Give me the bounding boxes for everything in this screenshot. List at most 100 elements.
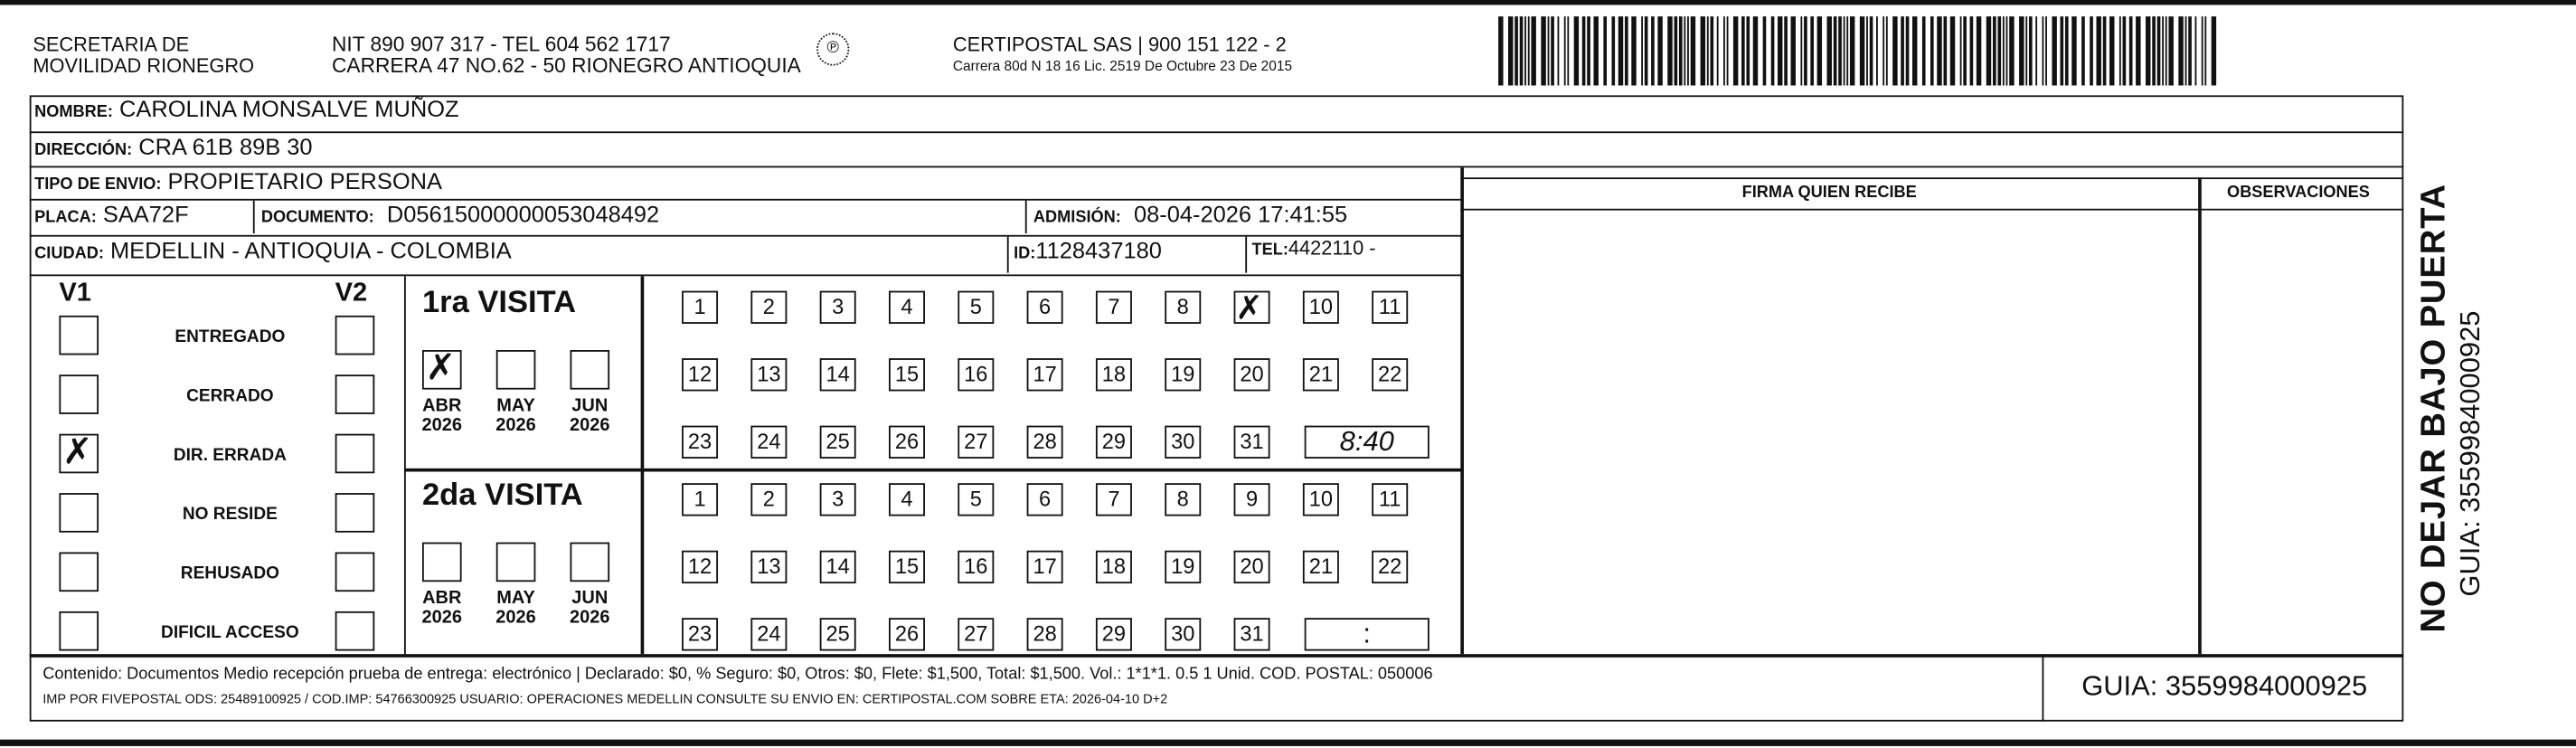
row-nombre: NOMBRE: CAROLINA MONSALVE MUÑOZ — [29, 95, 2404, 134]
day-box[interactable]: 3 — [819, 483, 856, 516]
v1-checkbox[interactable] — [59, 315, 99, 355]
label: TIPO DE ENVIO: — [34, 175, 162, 194]
day-box[interactable]: 2 — [750, 483, 788, 516]
day-box[interactable]: 5 — [958, 483, 995, 516]
day-box[interactable]: 25 — [819, 425, 856, 459]
day-box[interactable]: 26 — [888, 618, 925, 651]
barcode-bar — [1527, 16, 1530, 86]
day-box[interactable]: 20 — [1233, 358, 1270, 392]
barcode-bar — [1930, 16, 1934, 86]
day-box[interactable]: 19 — [1165, 550, 1202, 584]
month-checkbox[interactable] — [495, 350, 536, 390]
barcode-bar — [1911, 16, 1918, 86]
v2-checkbox[interactable] — [335, 611, 375, 651]
month-checkbox[interactable] — [421, 542, 462, 582]
day-box[interactable]: 30 — [1165, 425, 1202, 459]
firma-header: FIRMA QUIEN RECIBE OBSERVACIONES — [1460, 177, 2404, 211]
day-box[interactable]: 28 — [1026, 425, 1063, 459]
day-box[interactable]: 27 — [958, 425, 995, 459]
day-box[interactable]: 24 — [750, 425, 788, 459]
day-box[interactable]: 3 — [819, 290, 856, 324]
day-box[interactable]: 14 — [819, 550, 856, 584]
day-box[interactable]: 23 — [682, 425, 719, 459]
day-box[interactable]: 11 — [1372, 483, 1409, 516]
day-box[interactable]: 31 — [1233, 618, 1270, 651]
v1-checkbox[interactable] — [59, 493, 99, 533]
time-box[interactable]: 8:40 — [1304, 425, 1430, 459]
day-box[interactable]: 7 — [1095, 290, 1132, 324]
day-box[interactable]: 10 — [1302, 483, 1339, 516]
v2-checkbox[interactable] — [335, 315, 375, 355]
v1-checkbox[interactable]: ✗ — [59, 433, 99, 474]
day-box[interactable]: 10 — [1302, 290, 1339, 324]
barcode-bar — [2025, 16, 2028, 86]
day-box[interactable]: 7 — [1095, 483, 1132, 516]
day-box[interactable]: 25 — [819, 618, 856, 651]
day-box[interactable]: ✗ — [1233, 289, 1270, 326]
v2-checkbox[interactable] — [335, 493, 375, 533]
day-box[interactable]: 17 — [1026, 358, 1063, 392]
day-box[interactable]: 19 — [1165, 358, 1202, 392]
day-box[interactable]: 8 — [1165, 483, 1202, 516]
day-box[interactable]: 9 — [1233, 483, 1270, 516]
barcode-bar — [2096, 16, 2101, 86]
day-box[interactable]: 5 — [958, 290, 995, 324]
barcode-bar — [1726, 16, 1729, 86]
day-box[interactable]: 13 — [750, 550, 788, 584]
day-box[interactable]: 1 — [682, 290, 719, 324]
day-box[interactable]: 28 — [1026, 618, 1063, 651]
v2-checkbox[interactable] — [335, 552, 375, 592]
day-box[interactable]: 4 — [888, 483, 925, 516]
barcode-bar — [1498, 16, 1504, 86]
time-box[interactable]: : — [1304, 618, 1430, 651]
barcode — [1498, 16, 2221, 86]
day-box[interactable]: 31 — [1233, 425, 1270, 459]
month-checkbox[interactable] — [570, 542, 610, 582]
day-box[interactable]: 8 — [1165, 290, 1202, 324]
signature-area[interactable] — [1462, 211, 2196, 655]
day-box[interactable]: 14 — [819, 358, 856, 392]
v1-checkbox[interactable] — [59, 552, 99, 592]
day-box[interactable]: 11 — [1372, 290, 1409, 324]
day-box[interactable]: 6 — [1026, 483, 1063, 516]
day-box[interactable]: 18 — [1095, 358, 1132, 392]
barcode-bar — [1997, 16, 2002, 86]
barcode-bar — [1684, 16, 1686, 86]
day-box[interactable]: 21 — [1302, 550, 1339, 584]
day-box[interactable]: 1 — [682, 483, 719, 516]
v2-checkbox[interactable] — [335, 433, 375, 474]
day-box[interactable]: 6 — [1026, 290, 1063, 324]
day-box[interactable]: 4 — [888, 290, 925, 324]
day-box[interactable]: 29 — [1095, 618, 1132, 651]
day-box[interactable]: 24 — [750, 618, 788, 651]
day-box[interactable]: 16 — [958, 358, 995, 392]
tipo-value: PROPIETARIO PERSONA — [167, 167, 443, 194]
day-box[interactable]: 20 — [1233, 550, 1270, 584]
day-box[interactable]: 29 — [1095, 425, 1132, 459]
v1-checkbox[interactable] — [59, 611, 99, 651]
barcode-bar — [1949, 16, 1956, 86]
month-checkbox[interactable] — [495, 542, 536, 582]
day-box[interactable]: 2 — [750, 290, 788, 324]
day-box[interactable]: 30 — [1165, 618, 1202, 651]
day-box[interactable]: 17 — [1026, 550, 1063, 584]
day-box[interactable]: 22 — [1372, 550, 1409, 584]
month-checkbox[interactable] — [570, 350, 610, 390]
day-box[interactable]: 16 — [958, 550, 995, 584]
barcode-bar — [1678, 16, 1683, 86]
v2-checkbox[interactable] — [335, 374, 375, 414]
day-box[interactable]: 15 — [888, 550, 925, 584]
day-box[interactable]: 15 — [888, 358, 925, 392]
day-box[interactable]: 18 — [1095, 550, 1132, 584]
day-box[interactable]: 12 — [682, 358, 719, 392]
day-box[interactable]: 12 — [682, 550, 719, 584]
v1-checkbox[interactable] — [59, 374, 99, 414]
day-box[interactable]: 26 — [888, 425, 925, 459]
day-box[interactable]: 23 — [682, 618, 719, 651]
day-box[interactable]: 27 — [958, 618, 995, 651]
month-checkbox[interactable]: ✗ — [421, 350, 462, 390]
day-box[interactable]: 13 — [750, 358, 788, 392]
day-box[interactable]: 22 — [1372, 358, 1409, 392]
day-box[interactable]: 21 — [1302, 358, 1339, 392]
barcode-bar — [1700, 16, 1706, 86]
